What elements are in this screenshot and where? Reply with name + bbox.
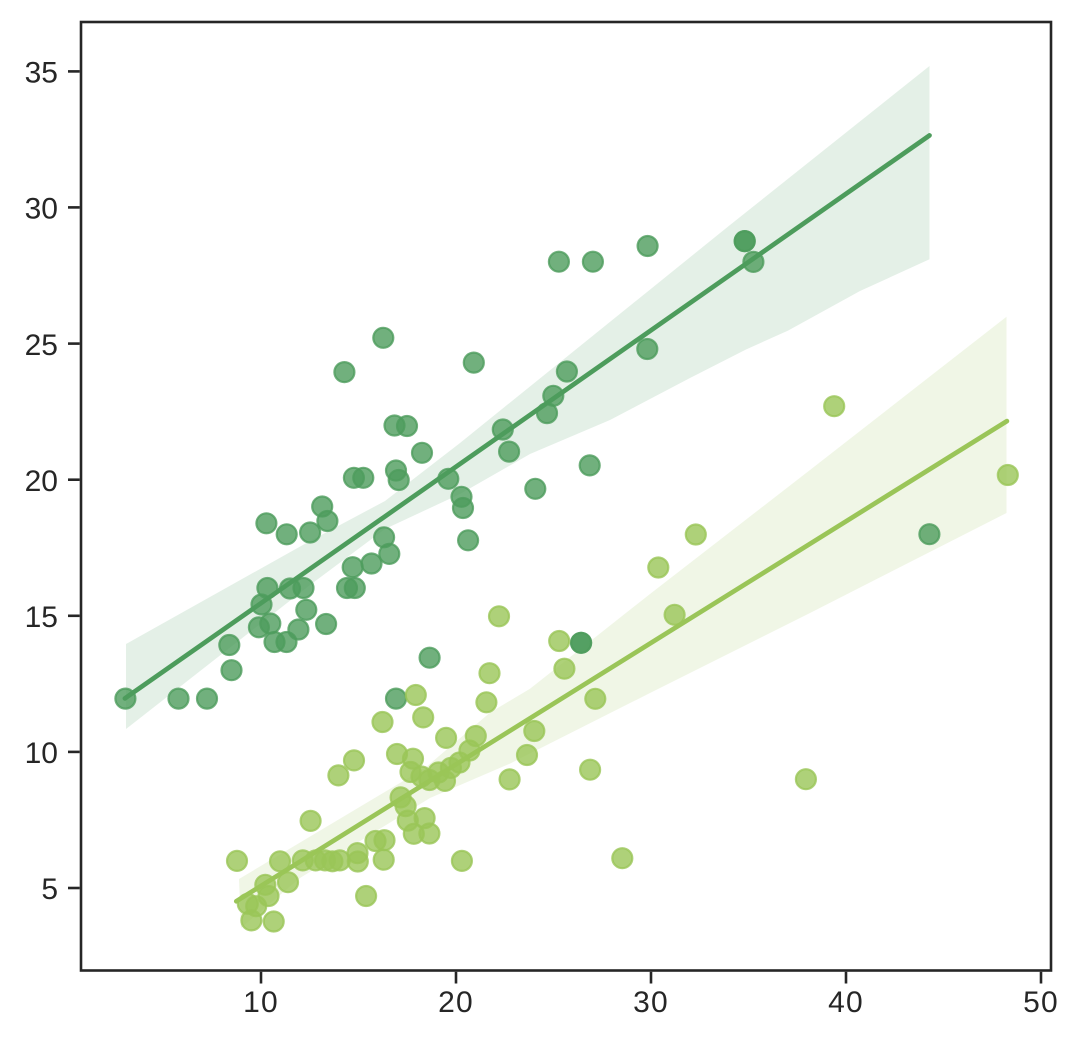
svg-text:25: 25 <box>25 329 58 362</box>
svg-text:30: 30 <box>25 193 58 226</box>
svg-text:40: 40 <box>828 986 864 1019</box>
svg-text:30: 30 <box>633 986 669 1019</box>
svg-text:10: 10 <box>243 986 279 1019</box>
svg-text:35: 35 <box>25 57 58 90</box>
svg-text:50: 50 <box>1023 986 1059 1019</box>
svg-text:5: 5 <box>41 873 58 906</box>
svg-text:10: 10 <box>25 737 58 770</box>
svg-text:20: 20 <box>438 986 474 1019</box>
svg-text:15: 15 <box>25 601 58 634</box>
svg-text:20: 20 <box>25 465 58 498</box>
